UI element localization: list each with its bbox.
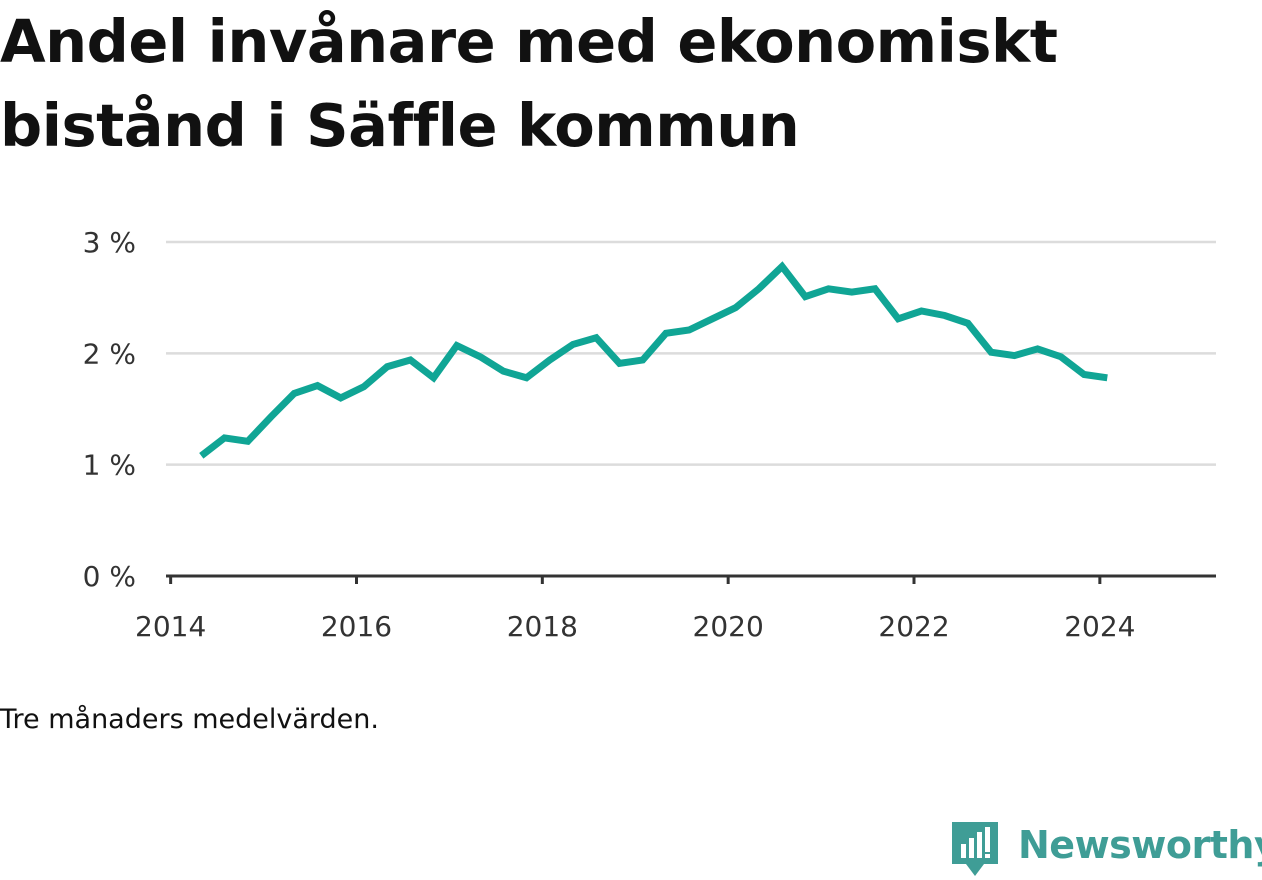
x-tick-label: 2020	[693, 610, 764, 643]
x-tick-label: 2024	[1064, 610, 1135, 643]
x-tick-labels: 2014 2016 2018 2020 2022 2024	[135, 610, 1135, 643]
brand-logo: Newsworthy	[950, 818, 1260, 880]
x-tick-label: 2022	[878, 610, 949, 643]
y-tick-labels: 0 % 1 % 2 % 3 %	[83, 226, 136, 593]
line-chart: 0 % 1 % 2 % 3 % 2014 2016 2018 2020 2022 2024	[0, 200, 1262, 660]
brand-name: Newsworthy	[1018, 820, 1262, 870]
newsworthy-logo-icon	[950, 818, 1000, 880]
y-tick-label: 1 %	[83, 449, 136, 482]
x-tick-label: 2014	[135, 610, 206, 643]
x-tick-label: 2016	[321, 610, 392, 643]
x-axis	[166, 576, 1216, 584]
chart-caption: Tre månaders medelvärden.	[0, 700, 379, 740]
x-tick-label: 2018	[507, 610, 578, 643]
chart-title: Andel invånare med ekonomiskt bistånd i …	[0, 0, 1200, 168]
series-line	[201, 267, 1107, 456]
series-group	[201, 266, 1107, 455]
y-tick-label: 2 %	[83, 337, 136, 370]
y-tick-label: 3 %	[83, 226, 136, 259]
y-tick-label: 0 %	[83, 560, 136, 593]
